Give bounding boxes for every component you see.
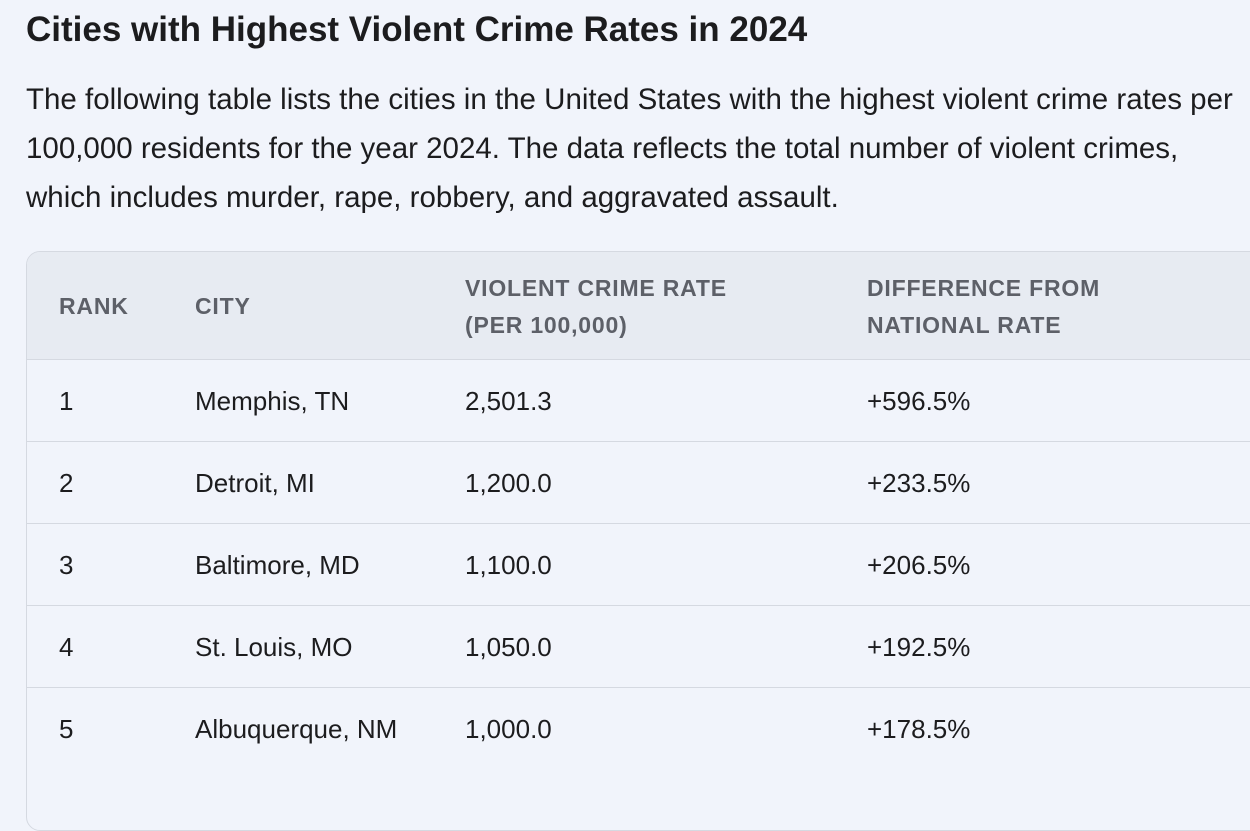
- intro-paragraph: The following table lists the cities in …: [26, 83, 1233, 214]
- header-rate-line1: VIOLENT CRIME RATE: [465, 275, 727, 301]
- header-rank: RANK: [59, 293, 129, 319]
- table-header: RANK CITY VIOLENT CRIME RATE (PER 100,00…: [27, 252, 1250, 360]
- city-cell: Detroit, MI: [195, 468, 315, 498]
- header-rate-line2: (PER 100,000): [465, 312, 628, 338]
- article: Cities with Highest Violent Crime Rates …: [26, 0, 1250, 831]
- rate-cell: 1,050.0: [465, 632, 552, 662]
- rank-cell: 4: [59, 632, 74, 662]
- diff-cell: +192.5%: [867, 632, 971, 662]
- rank-cell: 2: [59, 468, 74, 498]
- header-city: CITY: [195, 293, 251, 319]
- city-cell: St. Louis, MO: [195, 632, 353, 662]
- city-cell: Albuquerque, NM: [195, 714, 398, 744]
- table-row: 3 Baltimore, MD 1,100.0 +206.5%: [27, 524, 1250, 606]
- table-row: 2 Detroit, MI 1,200.0 +233.5%: [27, 442, 1250, 524]
- header-diff-line2: NATIONAL RATE: [867, 312, 1062, 338]
- rate-cell: 2,501.3: [465, 386, 552, 416]
- diff-cell: +178.5%: [867, 714, 971, 744]
- diff-cell: +233.5%: [867, 468, 971, 498]
- city-cell: Baltimore, MD: [195, 550, 360, 580]
- rank-cell: 5: [59, 714, 74, 744]
- table-row: 4 St. Louis, MO 1,050.0 +192.5%: [27, 606, 1250, 688]
- rate-cell: 1,200.0: [465, 468, 552, 498]
- rate-cell: 1,100.0: [465, 550, 552, 580]
- rank-cell: 3: [59, 550, 74, 580]
- diff-cell: +206.5%: [867, 550, 971, 580]
- header-diff-line1: DIFFERENCE FROM: [867, 275, 1101, 301]
- table-row: 1 Memphis, TN 2,501.3 +596.5%: [27, 360, 1250, 442]
- diff-cell: +596.5%: [867, 386, 971, 416]
- crime-rate-table: RANK CITY VIOLENT CRIME RATE (PER 100,00…: [26, 251, 1250, 831]
- city-cell: Memphis, TN: [195, 386, 350, 416]
- rank-cell: 1: [59, 386, 74, 416]
- page-title: Cities with Highest Violent Crime Rates …: [26, 10, 808, 49]
- table-row: 5 Albuquerque, NM 1,000.0 +178.5%: [27, 688, 1250, 828]
- rate-cell: 1,000.0: [465, 714, 552, 744]
